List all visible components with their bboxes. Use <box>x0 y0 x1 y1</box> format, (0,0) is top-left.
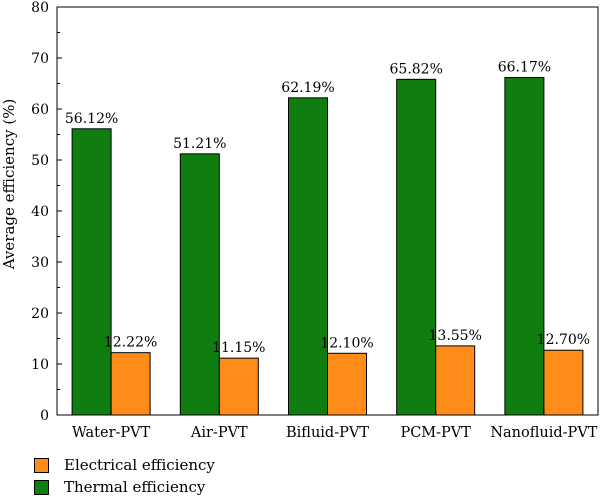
bar-electrical-efficiency-nanofluid-pvt <box>543 349 584 416</box>
y-tick-label: 70 <box>31 51 49 67</box>
data-label-electrical-efficiency: 13.55% <box>429 328 482 344</box>
data-label-thermal-efficiency: 62.19% <box>281 80 334 96</box>
bar-thermal-efficiency-bifluid-pvt <box>288 97 328 416</box>
y-tick-label: 80 <box>31 0 49 16</box>
bar-electrical-efficiency-bifluid-pvt <box>327 352 367 416</box>
bar-electrical-efficiency-water-pvt <box>110 352 151 416</box>
data-label-thermal-efficiency: 56.12% <box>65 111 118 127</box>
y-tick-label: 40 <box>31 204 49 220</box>
bar-electrical-efficiency-pcm-pvt <box>435 345 476 416</box>
y-tick-label: 20 <box>31 306 49 322</box>
y-axis: 0 10 20 30 40 50 60 70 80 <box>31 0 62 424</box>
bar-thermal-efficiency-nanofluid-pvt <box>504 77 545 416</box>
bar-electrical-efficiency-air-pvt <box>218 357 259 416</box>
x-tick-label: Air-PVT <box>190 425 248 441</box>
bars-group: 56.12% 12.22% 51.21% 11.15% 62.19% 12.10% 65.8… <box>65 60 590 416</box>
bar-thermal-efficiency-air-pvt <box>179 153 220 416</box>
legend: Electrical efficiency Thermal efficiency <box>34 454 215 498</box>
y-tick-label: 50 <box>31 153 49 169</box>
data-label-electrical-efficiency: 12.70% <box>537 332 590 348</box>
data-label-thermal-efficiency: 66.17% <box>498 60 551 76</box>
legend-item-thermal: Thermal efficiency <box>34 476 215 498</box>
legend-label-electrical: Electrical efficiency <box>64 456 215 474</box>
y-tick-label: 0 <box>40 408 49 424</box>
x-axis: Water-PVT Air-PVT Bifluid-PVT PCM-PVT Nanofl… <box>72 410 598 441</box>
data-label-electrical-efficiency: 11.15% <box>212 340 265 356</box>
x-tick-label: Water-PVT <box>72 425 151 441</box>
data-label-electrical-efficiency: 12.10% <box>320 335 373 351</box>
y-tick-label: 10 <box>31 357 49 373</box>
plot-frame <box>56 6 599 416</box>
bar-thermal-efficiency-water-pvt <box>71 128 112 416</box>
y-tick-label: 60 <box>31 102 49 118</box>
bar-thermal-efficiency-pcm-pvt <box>396 78 437 416</box>
legend-swatch-thermal <box>34 479 49 495</box>
data-label-electrical-efficiency: 12.22% <box>104 335 157 351</box>
x-tick-label: Nanofluid-PVT <box>490 425 597 441</box>
data-label-thermal-efficiency: 65.82% <box>390 61 443 77</box>
y-tick-label: 30 <box>31 255 49 271</box>
bar-chart: Average efficiency (%) 56.12% 12.22% 51.21… <box>0 0 599 441</box>
legend-swatch-electrical <box>34 457 49 473</box>
legend-label-thermal: Thermal efficiency <box>64 478 206 496</box>
y-axis-label: Average efficiency (%) <box>0 99 18 271</box>
data-label-thermal-efficiency: 51.21% <box>173 136 226 152</box>
x-tick-label: Bifluid-PVT <box>286 425 369 441</box>
x-tick-label: PCM-PVT <box>400 425 471 441</box>
legend-item-electrical: Electrical efficiency <box>34 454 215 476</box>
